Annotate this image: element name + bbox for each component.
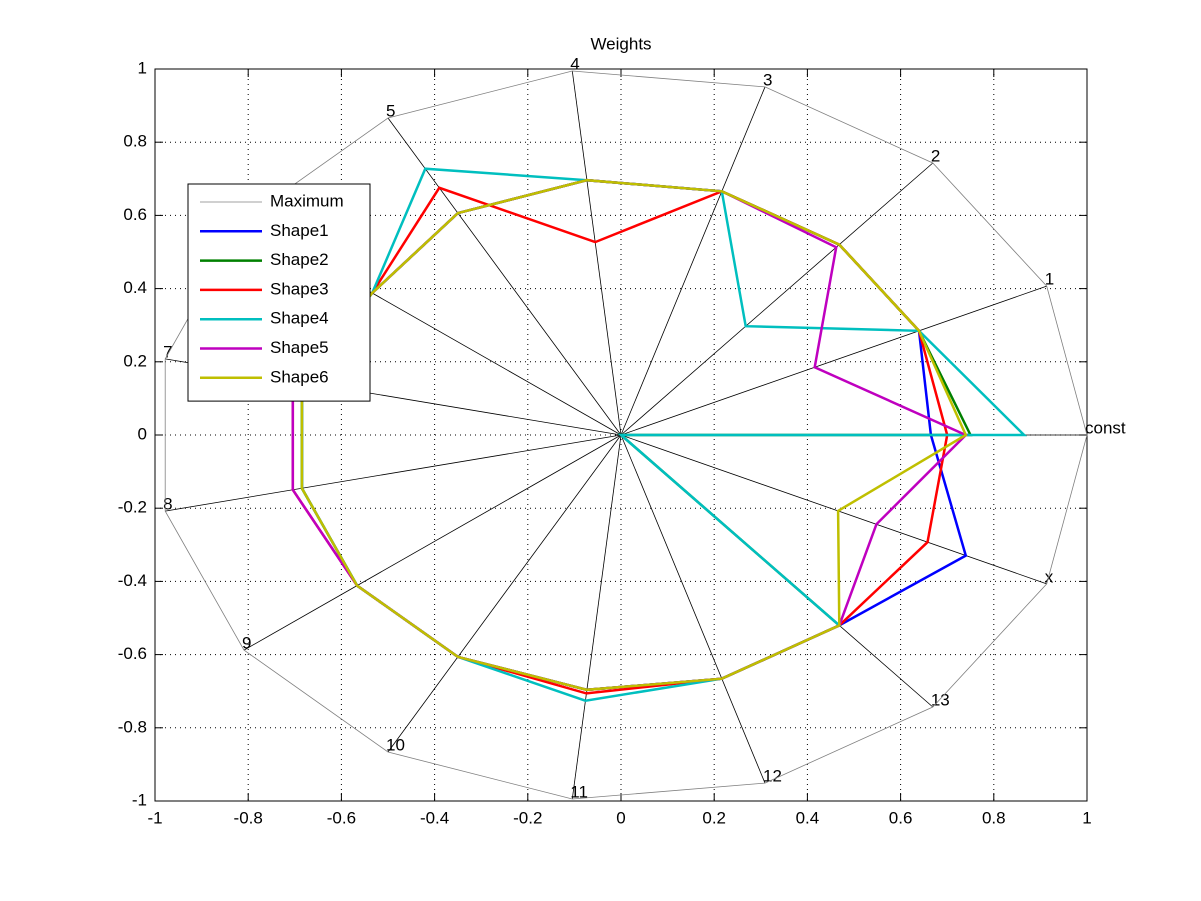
- spoke-label: 13: [931, 690, 950, 709]
- spoke: [620, 434, 766, 784]
- spoke: [571, 434, 622, 800]
- y-tick-label: 0.2: [123, 351, 147, 370]
- y-tick-label: 1: [138, 58, 147, 77]
- y-tick-label: -0.6: [118, 644, 147, 663]
- y-tick-label: 0.8: [123, 132, 147, 151]
- spoke: [620, 434, 1047, 585]
- legend-label: Maximum: [270, 191, 344, 210]
- spoke-label: x: [1045, 567, 1054, 586]
- spoke: [620, 285, 1047, 436]
- spoke: [571, 70, 622, 436]
- spoke: [165, 434, 622, 512]
- series-line: [164, 70, 1088, 800]
- series-line: [300, 178, 968, 692]
- x-tick-label: -1: [147, 808, 162, 827]
- x-tick-label: -0.8: [234, 808, 263, 827]
- legend-label: Shape2: [270, 250, 329, 269]
- spoke-label: 2: [931, 146, 940, 165]
- y-tick-label: -0.4: [118, 571, 147, 590]
- spoke-label: 12: [763, 767, 782, 786]
- legend-label: Shape5: [270, 338, 329, 357]
- y-tick-label: -1: [132, 790, 147, 809]
- y-tick-label: 0: [138, 424, 147, 443]
- y-tick-label: 0.6: [123, 205, 147, 224]
- legend-box: [187, 183, 371, 402]
- x-tick-label: 0.2: [702, 808, 726, 827]
- x-tick-label: -0.4: [420, 808, 449, 827]
- spoke-label: 1: [1045, 270, 1054, 289]
- spoke: [387, 434, 622, 753]
- x-tick-label: -0.6: [327, 808, 356, 827]
- legend-label: Shape1: [270, 221, 329, 240]
- spoke: [620, 162, 934, 436]
- spoke-label: 5: [386, 102, 395, 121]
- spoke-label: 8: [163, 495, 172, 514]
- spoke-label: 10: [386, 735, 405, 754]
- spoke-label: const: [1085, 418, 1126, 437]
- chart-title: Weights: [590, 34, 651, 53]
- x-tick-label: -0.2: [513, 808, 542, 827]
- spoke-label: 9: [242, 634, 251, 653]
- spoke-label: 3: [763, 70, 772, 89]
- spoke-label: 7: [163, 342, 172, 361]
- x-tick-label: 0.4: [796, 808, 820, 827]
- legend-label: Shape6: [270, 367, 329, 386]
- spoke: [387, 117, 622, 436]
- legend-label: Shape4: [270, 309, 329, 328]
- x-tick-label: 0.6: [889, 808, 913, 827]
- x-tick-label: 0: [616, 808, 625, 827]
- x-tick-label: 0.8: [982, 808, 1006, 827]
- x-tick-label: 1: [1082, 808, 1091, 827]
- spoke: [620, 86, 766, 436]
- y-tick-label: -0.8: [118, 717, 147, 736]
- legend-label: Shape3: [270, 279, 329, 298]
- spoke: [243, 434, 622, 651]
- spoke-label: 11: [570, 782, 588, 801]
- y-tick-label: 0.4: [123, 278, 147, 297]
- y-tick-label: -0.2: [118, 498, 147, 517]
- spoke-label: 4: [570, 54, 579, 73]
